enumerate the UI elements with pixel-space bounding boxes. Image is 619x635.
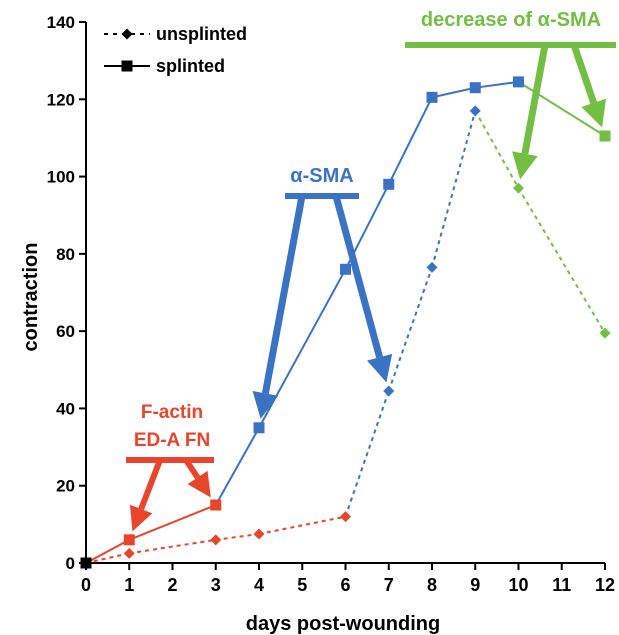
data-point [383, 385, 395, 397]
x-tick-label: 12 [595, 575, 615, 595]
data-point [513, 76, 524, 88]
data-point [513, 182, 524, 194]
x-tick-label: 2 [167, 575, 177, 595]
annotation-arrow-head [252, 390, 279, 419]
annotation-3: decrease of α-SMA [405, 9, 616, 180]
annotation-arrow-shaft [183, 458, 201, 480]
data-point [210, 499, 222, 511]
annotation-2: α-SMA [252, 165, 393, 419]
data-point [599, 130, 611, 142]
annotation-label: α-SMA [290, 165, 353, 187]
series-line-segment [517, 81, 606, 137]
x-tick-label: 10 [508, 575, 528, 595]
annotation-arrow-head [187, 470, 211, 498]
data-point [383, 178, 395, 190]
series-line-segment [431, 86, 476, 99]
series-line-segment [85, 538, 130, 564]
x-tick-label: 6 [340, 575, 350, 595]
annotation-arrow-shaft [570, 43, 598, 104]
legend-entry-splinted: splinted [104, 56, 225, 76]
legend-marker [121, 60, 133, 72]
data-point [340, 263, 351, 275]
series-line-segment [344, 390, 390, 517]
series-line-segment [517, 187, 606, 334]
data-point [123, 534, 135, 546]
y-tick-label: 20 [56, 477, 75, 496]
legend: unsplinted splinted [104, 24, 247, 76]
y-tick-label: 60 [56, 322, 75, 341]
data-point [253, 422, 265, 434]
x-tick-label: 8 [427, 575, 437, 595]
series-line-segment [431, 110, 477, 268]
data-point [210, 534, 222, 546]
data-point [253, 528, 265, 540]
annotation-arrow-shaft [332, 195, 383, 359]
x-tick-label: 1 [124, 575, 134, 595]
legend-entry-unsplinted: unsplinted [104, 24, 247, 44]
x-tick-label: 5 [297, 575, 307, 595]
y-tick-label: 40 [56, 399, 75, 418]
legend-label: unsplinted [156, 24, 247, 44]
annotation-1: F-actin ED-A FN [126, 402, 214, 532]
annotation-label: decrease of α-SMA [421, 9, 601, 31]
annotation-arrow-shaft [138, 458, 163, 511]
legend-label: splinted [156, 56, 225, 76]
x-tick-label: 4 [254, 575, 264, 595]
y-tick-label: 0 [66, 554, 75, 573]
annotation-arrow-head [129, 504, 153, 532]
annotation-arrow-shaft [261, 195, 306, 394]
series-line-segment [214, 427, 260, 506]
series-line-segment [387, 96, 433, 185]
series-splinted [80, 76, 611, 569]
y-tick-label: 120 [47, 90, 75, 109]
annotation-arrow-head [367, 353, 393, 383]
series-line-segment [129, 538, 216, 555]
annotation-arrow-head [581, 98, 607, 128]
y-axis-label: contraction [20, 243, 42, 352]
series-unsplinted [80, 105, 611, 569]
y-tick-label: 100 [47, 168, 75, 187]
data-point [340, 511, 351, 523]
data-point [599, 327, 611, 339]
x-tick-label: 9 [470, 575, 480, 595]
data-point [80, 557, 92, 569]
series-line-segment [85, 552, 130, 564]
x-tick-label: 0 [81, 575, 91, 595]
x-tick-label: 11 [552, 575, 571, 595]
series-layer [80, 76, 611, 569]
legend-marker [121, 28, 133, 40]
y-tick-label: 80 [56, 245, 75, 264]
annotation-layer: F-actin ED-A FN α-SMA decrease of α-SMA [126, 9, 616, 532]
data-point [426, 261, 438, 273]
annotation-arrow-shaft [521, 44, 549, 155]
series-line-segment [474, 110, 520, 189]
x-tick-label: 7 [384, 575, 394, 595]
annotation-label: ED-A FN [134, 430, 210, 451]
data-point [123, 547, 135, 559]
data-point [469, 105, 481, 117]
series-line-segment [475, 80, 519, 89]
data-point [469, 82, 481, 94]
annotation-label: F-actin [141, 402, 203, 423]
series-line-segment [215, 533, 260, 541]
series-line-segment [258, 515, 346, 535]
series-line-segment [128, 504, 217, 541]
series-line-segment [387, 267, 433, 392]
data-point [426, 91, 438, 103]
x-axis-label: days post-wounding [246, 613, 440, 635]
y-tick-label: 140 [47, 13, 75, 32]
annotation-arrow-head [512, 151, 538, 180]
x-tick-label: 3 [211, 575, 221, 595]
